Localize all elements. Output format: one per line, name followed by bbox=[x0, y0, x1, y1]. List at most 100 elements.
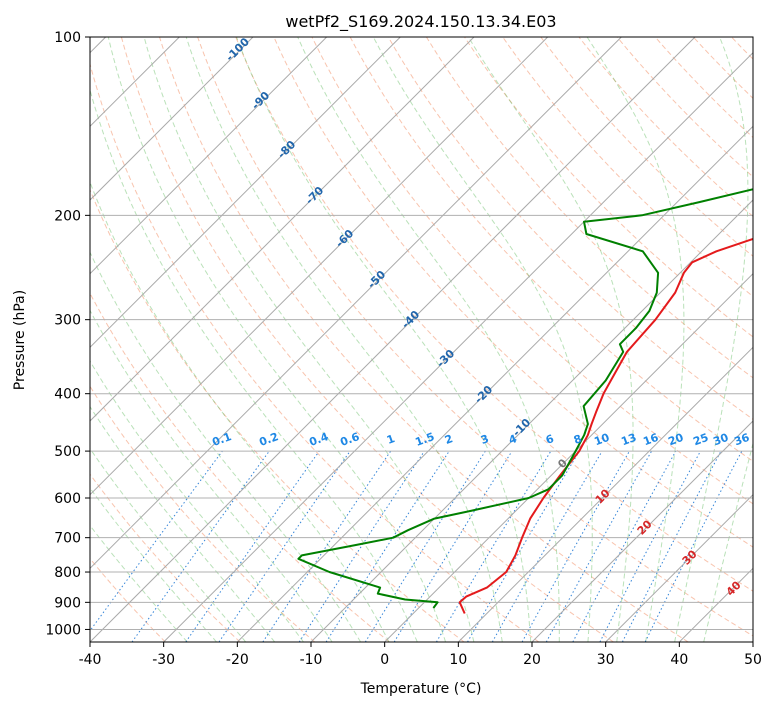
isotherm-line bbox=[236, 125, 753, 642]
dry-adiabat bbox=[770, 37, 775, 642]
mixing-ratio-label: 25 bbox=[691, 431, 710, 448]
dewpoint-profile bbox=[297, 188, 753, 609]
y-tick-label: 900 bbox=[54, 595, 81, 611]
mixing-ratio-label: 6 bbox=[544, 432, 556, 447]
y-tick-label: 600 bbox=[54, 491, 81, 507]
x-tick-label: 40 bbox=[670, 652, 688, 668]
dry-adiabat bbox=[90, 292, 390, 642]
isotherm-line bbox=[310, 199, 753, 642]
mixing-ratio-label: 0.2 bbox=[257, 430, 280, 449]
dry-adiabat bbox=[90, 473, 241, 642]
y-tick-label: 100 bbox=[54, 30, 81, 46]
background-lines bbox=[90, 37, 775, 642]
isotherm-line bbox=[163, 51, 753, 642]
x-tick-label: 10 bbox=[449, 652, 467, 668]
mixing-ratio-line bbox=[467, 450, 580, 642]
isotherm-line bbox=[457, 346, 753, 642]
dry-adiabat bbox=[540, 37, 753, 257]
x-tick-label: -30 bbox=[152, 652, 175, 668]
moist-adiabat bbox=[586, 37, 685, 642]
y-tick-label: 800 bbox=[54, 565, 81, 581]
x-tick-label: 50 bbox=[744, 652, 762, 668]
mixing-ratio-label: 20 bbox=[666, 431, 685, 449]
y-axis: 100 200 300 400 500 600 700 800 900 1000 bbox=[45, 30, 90, 638]
mixing-ratio-line bbox=[90, 450, 223, 632]
mixing-ratio-label: 1 bbox=[385, 432, 397, 447]
x-tick-label: -20 bbox=[226, 652, 249, 668]
x-axis: -40 -30 -20 -10 0 10 20 30 40 50 bbox=[79, 642, 762, 668]
isotherm-line bbox=[384, 272, 753, 642]
y-tick-label: 400 bbox=[54, 387, 81, 403]
x-axis-label: Temperature (°C) bbox=[360, 681, 482, 697]
isotherm-line bbox=[90, 37, 254, 201]
mixing-ratio-label: 0.4 bbox=[307, 430, 330, 449]
moist-adiabat bbox=[185, 37, 503, 642]
dry-adiabat bbox=[90, 188, 465, 642]
dry-adiabat bbox=[90, 62, 540, 642]
y-tick-label: 1000 bbox=[45, 622, 81, 638]
mixing-ratio-label: 8 bbox=[572, 432, 584, 447]
plot-frame bbox=[89, 36, 754, 643]
x-tick-label: -10 bbox=[300, 652, 323, 668]
mixing-ratio-line bbox=[572, 450, 677, 642]
mixing-ratio-line bbox=[218, 450, 351, 642]
mixing-ratio-line bbox=[435, 450, 552, 642]
isotherm-line bbox=[90, 37, 622, 570]
plot-background bbox=[90, 37, 753, 642]
dry-adiabat bbox=[349, 37, 753, 462]
y-tick-label: 700 bbox=[54, 531, 81, 547]
moist-adiabat bbox=[372, 37, 593, 642]
dry-adiabat bbox=[311, 37, 753, 505]
moist-adiabat bbox=[90, 180, 390, 642]
isotherm-line bbox=[90, 37, 549, 496]
dry-adiabat bbox=[235, 37, 753, 592]
mixing-ratio-line bbox=[393, 450, 513, 642]
mixing-ratio-label: 36 bbox=[732, 431, 751, 449]
moist-adiabat bbox=[90, 309, 333, 642]
dry-adiabat bbox=[159, 37, 689, 642]
mixing-ratio-line bbox=[131, 450, 270, 642]
mixing-ratio-line bbox=[521, 450, 630, 642]
mixing-ratio-label: 3 bbox=[479, 432, 491, 447]
isotherm-line bbox=[90, 37, 401, 349]
x-tick-label: -40 bbox=[79, 652, 102, 668]
mixing-ratio-line bbox=[185, 450, 320, 642]
y-axis-label: Pressure (hPa) bbox=[12, 290, 28, 390]
x-tick-label: 20 bbox=[523, 652, 541, 668]
mixing-ratio-label: 1.5 bbox=[413, 430, 436, 449]
mixing-ratio-label: 13 bbox=[619, 431, 638, 448]
moist-adiabat bbox=[107, 37, 447, 642]
x-tick-label: 0 bbox=[380, 652, 389, 668]
chart-title: wetPf2_S169.2024.150.13.34.E03 bbox=[285, 12, 556, 32]
y-tick-label: 200 bbox=[54, 208, 81, 224]
dry-adiabat bbox=[425, 37, 753, 379]
isotherm-line bbox=[90, 37, 328, 275]
dry-adiabat bbox=[90, 385, 316, 642]
mixing-ratio-label: 30 bbox=[711, 431, 730, 449]
mixing-ratio-label: 10 bbox=[592, 431, 611, 449]
x-tick-label: 30 bbox=[597, 652, 615, 668]
mixing-ratio-label: 0.1 bbox=[210, 430, 233, 449]
dry-adiabat bbox=[464, 37, 753, 338]
isotherm-line bbox=[90, 37, 475, 422]
mixing-ratio-line bbox=[325, 450, 450, 642]
moist-adiabat bbox=[703, 441, 753, 642]
mixing-ratio-line bbox=[364, 450, 486, 642]
moist-adiabat bbox=[674, 37, 749, 642]
mixing-ratio-line bbox=[491, 450, 603, 642]
isotherm-line bbox=[90, 37, 696, 642]
mixing-ratio-label: 2 bbox=[443, 432, 455, 447]
mixing-ratio-label: 16 bbox=[641, 431, 660, 449]
isotherm-line bbox=[531, 420, 753, 642]
moist-adiabat bbox=[90, 447, 247, 642]
y-tick-label: 500 bbox=[54, 444, 81, 460]
temperature-profile bbox=[458, 237, 753, 614]
data-series bbox=[297, 188, 753, 614]
dry-adiabat bbox=[273, 37, 753, 548]
isotherm-line bbox=[752, 641, 753, 642]
moist-adiabat bbox=[90, 405, 276, 642]
isotherm-line bbox=[605, 493, 753, 642]
mixing-ratio-label: 0.6 bbox=[338, 430, 361, 449]
mixing-ratio-label: 4 bbox=[507, 432, 519, 447]
